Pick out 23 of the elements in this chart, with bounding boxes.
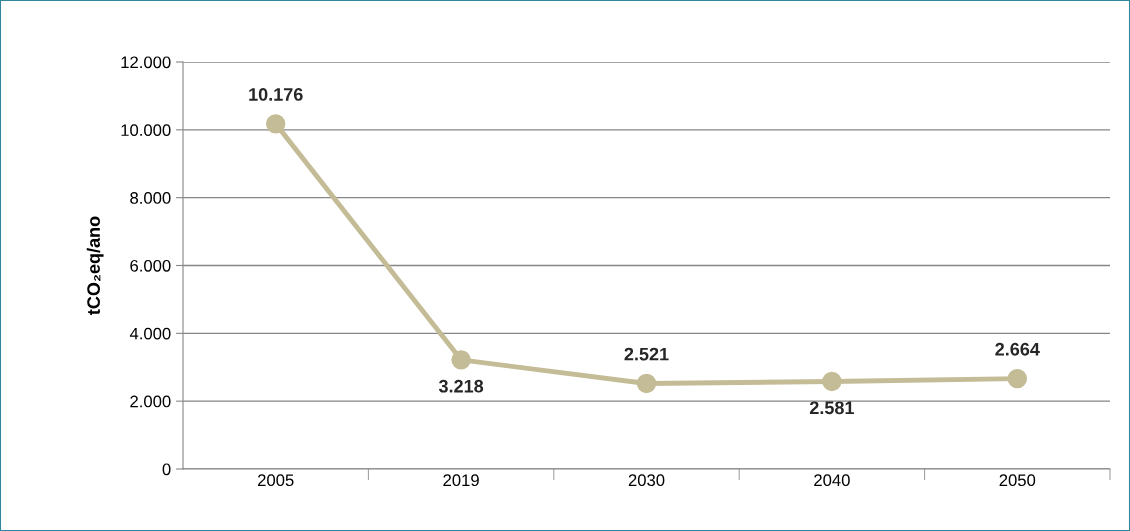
y-tick-label: 2.000 xyxy=(130,395,171,408)
point xyxy=(265,114,286,134)
x-tick-label: 2019 xyxy=(443,474,479,487)
x-tick-label: 2040 xyxy=(814,474,850,487)
x-tick-label: 2030 xyxy=(628,474,665,487)
point xyxy=(822,371,842,392)
x-tick-label: 2050 xyxy=(999,474,1036,487)
point xyxy=(636,373,657,394)
data-label: 2.581 xyxy=(809,401,854,415)
y-tick-label: 12.000 xyxy=(121,56,171,69)
y-tick-label: 0 xyxy=(162,463,171,476)
y-tick-label: 8.000 xyxy=(130,192,171,204)
y-tick-label: 10.000 xyxy=(121,124,171,137)
x-tick-label: 2005 xyxy=(258,474,294,487)
data-label: 10.176 xyxy=(249,88,303,101)
y-tick-label: 4.000 xyxy=(129,327,171,340)
point xyxy=(1007,368,1028,389)
point xyxy=(451,350,471,370)
y-axis-title: tCO₂eq/ano xyxy=(86,216,104,315)
data-label: 3.218 xyxy=(438,379,484,393)
data-label: 2.521 xyxy=(624,347,669,361)
y-tick-label: 6.000 xyxy=(130,259,171,272)
data-label: 2.664 xyxy=(995,342,1040,356)
